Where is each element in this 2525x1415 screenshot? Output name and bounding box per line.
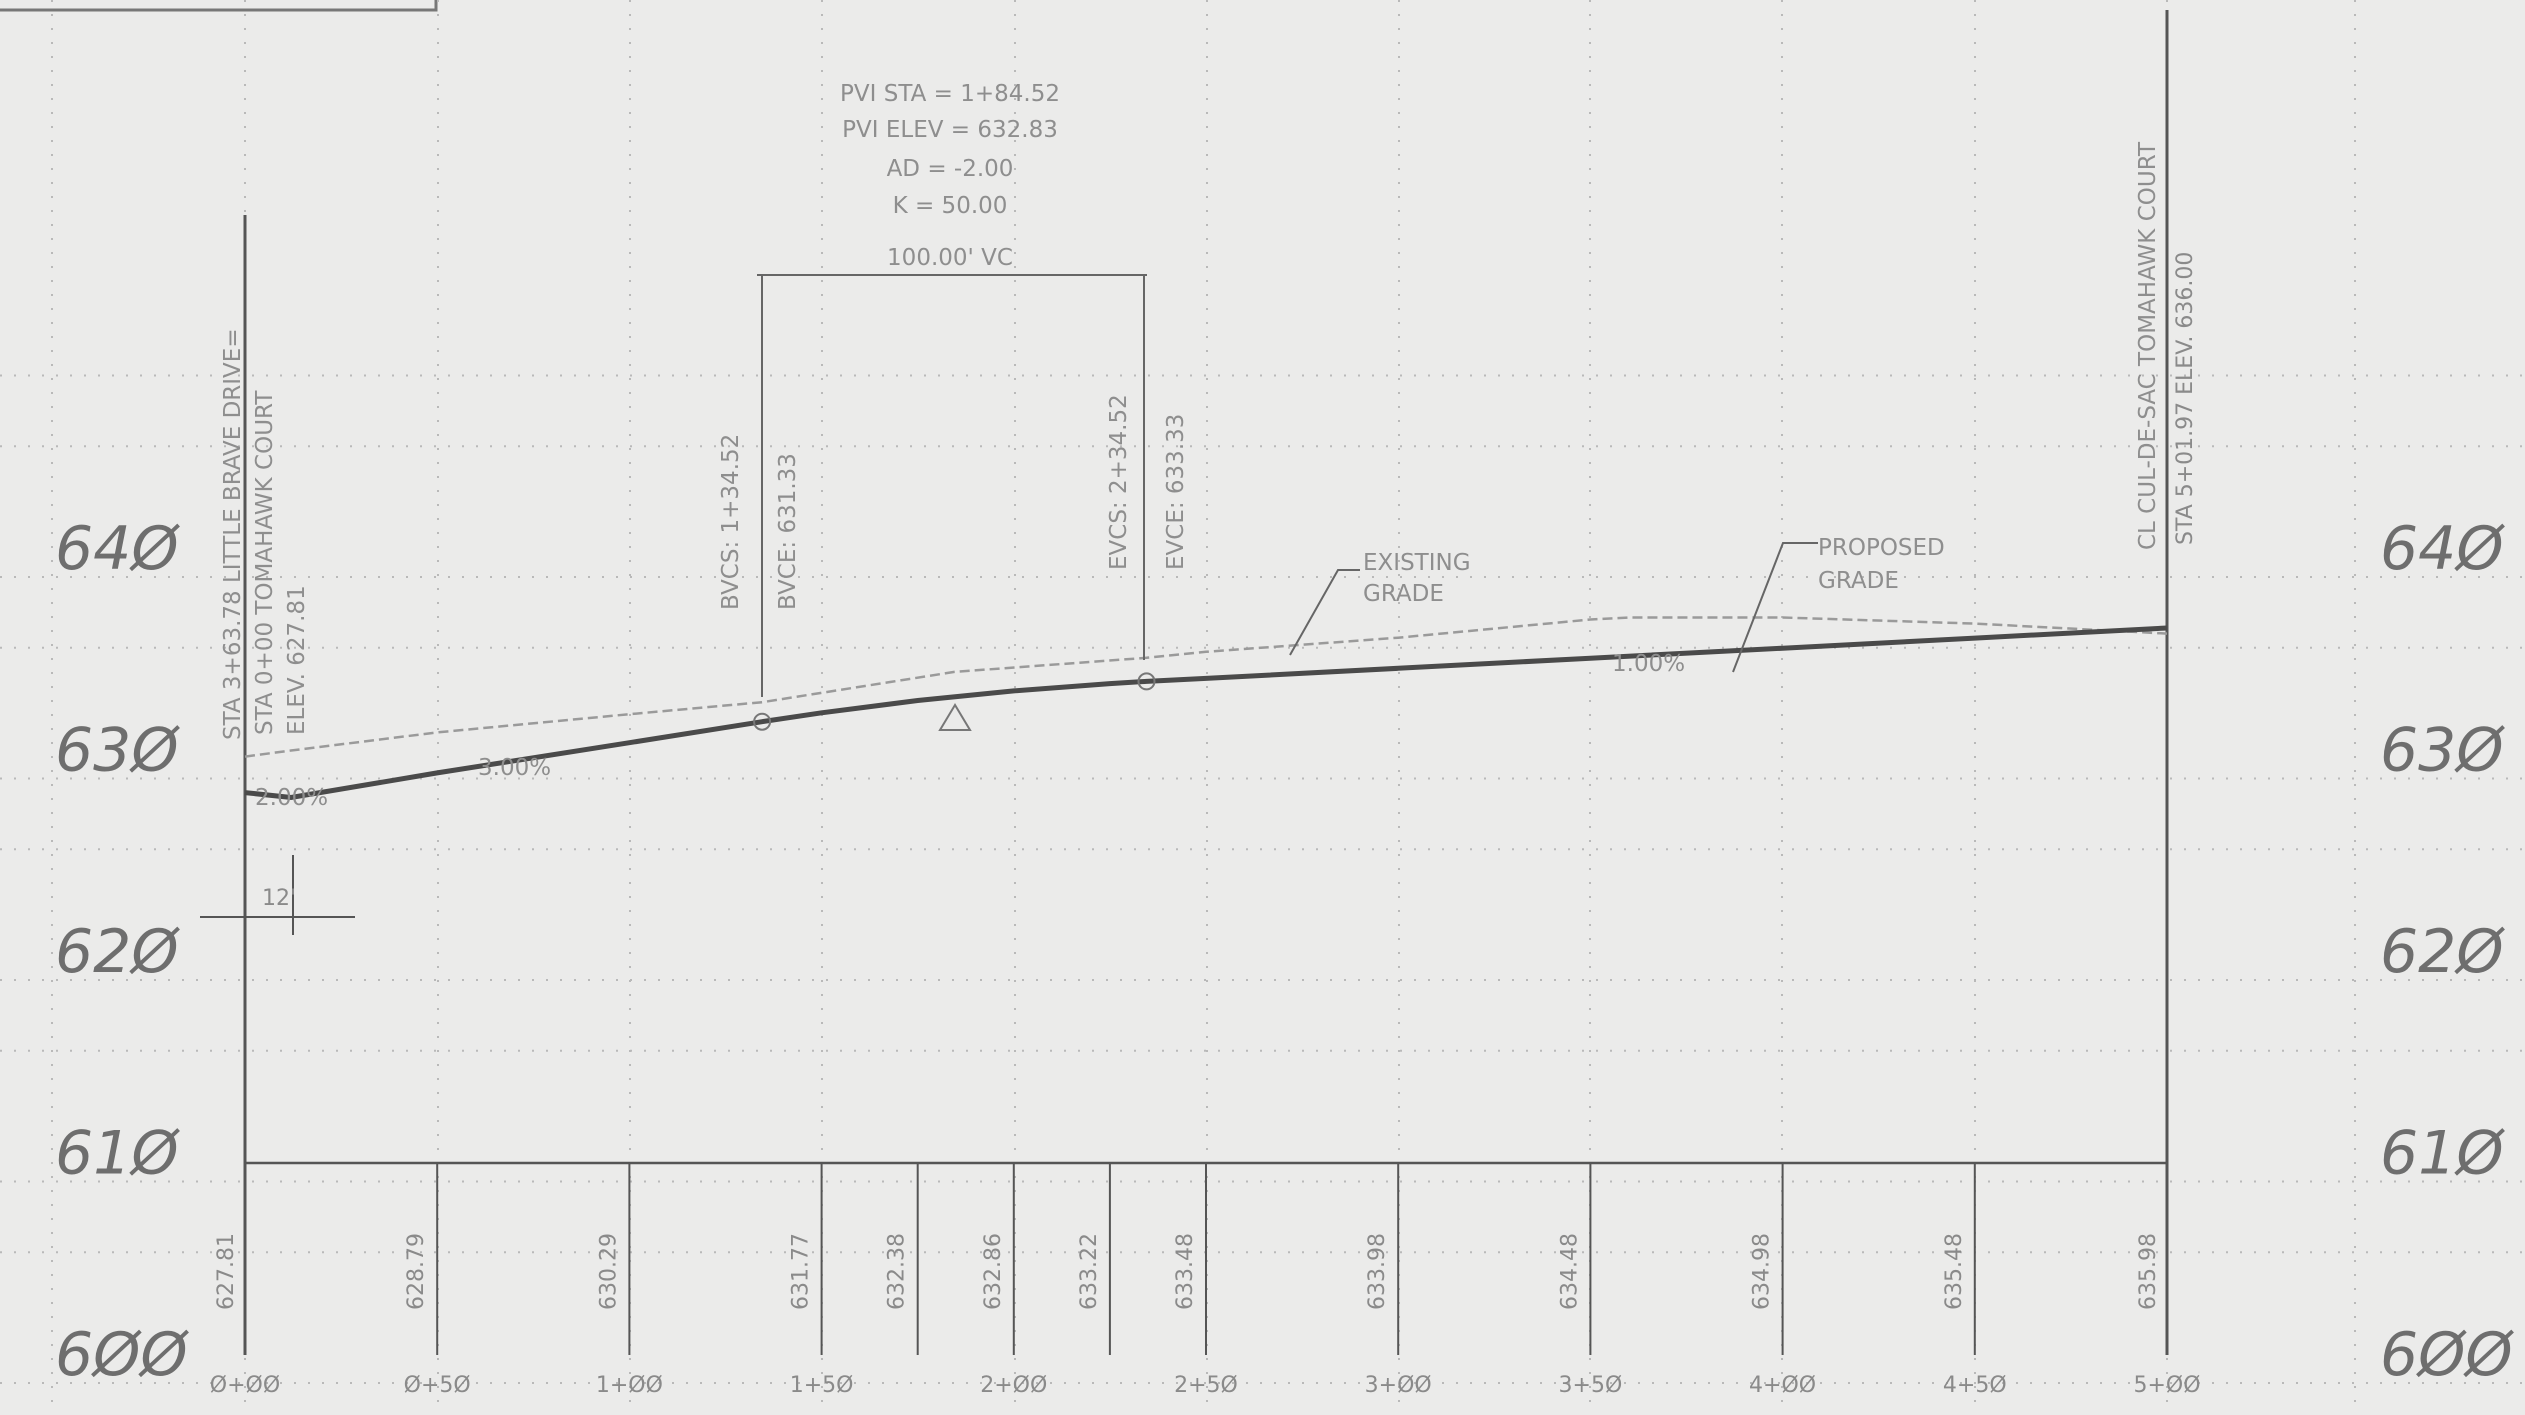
y-tick-label-left: 64Ø [55,514,180,584]
grade-200-label: 2.00% [255,785,328,811]
proposed-grade-line [244,625,2168,801]
evce-label: EVCE: 633.33 [1163,414,1189,570]
right-station-label-1: CL CUL-DE-SAC TOMAHAWK COURT [2135,141,2161,550]
evcs-label: EVCS: 2+34.52 [1106,394,1132,570]
x-tick-label: 1+5Ø [790,1373,854,1398]
bvcs-label: BVCS: 1+34.52 [718,434,744,610]
pvi-annotation: PVI STA = 1+84.52 PVI ELEV = 632.83 AD =… [718,81,1189,731]
left-station-label-1: STA 3+63.78 LITTLE BRAVE DRIVE= [220,328,246,740]
x-tick-label: 1+ØØ [596,1373,663,1398]
dim-12-label: 12' [262,886,296,911]
existing-grade-label-1: EXISTING [1363,550,1471,576]
table-elevation-value: 634.98 [1750,1233,1775,1310]
y-tick-label-left: 61Ø [55,1119,180,1189]
table-elevation-value: 633.48 [1173,1233,1198,1310]
table-elevation-value: 633.98 [1365,1233,1390,1310]
dimension-12ft: 12' [200,855,355,935]
table-elevation-value: 632.86 [981,1233,1006,1310]
title-block-edge [0,0,438,12]
proposed-grade-leader [1732,542,1818,673]
table-elevation-value: 631.77 [789,1233,814,1310]
y-tick-label-right: 6ØØ [2380,1320,2514,1390]
pvi-elev-label: PVI ELEV = 632.83 [842,117,1058,143]
proposed-grade-label-2: GRADE [1818,568,1899,594]
y-axis-right: 6ØØ 61Ø 62Ø 63Ø 64Ø [2380,514,2514,1390]
x-tick-label: 5+ØØ [2133,1373,2200,1398]
x-tick-label: 3+5Ø [1559,1373,1623,1398]
y-tick-label-right: 61Ø [2380,1119,2505,1189]
table-elevation-value: 635.48 [1942,1233,1967,1310]
left-elev-label: ELEV. 627.81 [284,585,310,735]
grade-300-label: 3.00% [478,755,551,781]
x-tick-label: 4+ØØ [1749,1373,1816,1398]
existing-grade-leader [1289,569,1360,656]
elevation-table: 627.81 628.79 630.29 631.77 632.38 632.86 633.… [214,1163,2161,1355]
x-tick-label: 4+5Ø [1943,1373,2007,1398]
table-elevation-value: 632.38 [885,1233,910,1310]
pvi-sta-label: PVI STA = 1+84.52 [840,81,1060,107]
existing-grade-label-2: GRADE [1363,581,1444,607]
grade-100-label: 1.00% [1612,651,1685,677]
table-elevation-value: 630.29 [596,1233,621,1310]
table-elevation-value: 635.98 [2136,1233,2161,1310]
vc-length-label: 100.00' VC [887,245,1013,271]
y-tick-label-left: 63Ø [55,716,180,786]
grade-labels: EXISTING GRADE PROPOSED GRADE 3.00% 1.00… [255,535,1945,811]
x-axis: Ø+ØØ Ø+5Ø 1+ØØ 1+5Ø 2+ØØ 2+5Ø 3+ØØ 3+5Ø 4+ØØ 4+5Ø… [210,1373,2201,1398]
curve-point-marker [1137,672,1156,691]
table-elevation-value: 634.48 [1557,1233,1582,1310]
y-tick-label-left: 6ØØ [55,1320,189,1390]
left-station-label-2: STA 0+00 TOMAHAWK COURT [252,390,278,735]
y-tick-label-right: 63Ø [2380,716,2505,786]
y-tick-label-right: 62Ø [2380,917,2505,987]
x-tick-label: 2+5Ø [1174,1373,1238,1398]
x-tick-label: Ø+ØØ [210,1373,280,1398]
y-tick-label-right: 64Ø [2380,514,2505,584]
profile-lines [244,616,2168,801]
curve-point-marker [753,712,772,731]
y-tick-label-left: 62Ø [55,917,180,987]
y-axis-left: 6ØØ 61Ø 62Ø 63Ø 64Ø [55,514,189,1390]
proposed-grade-label-1: PROPOSED [1818,535,1945,561]
bvce-label: BVCE: 631.33 [775,453,801,610]
table-elevation-value: 628.79 [404,1233,429,1310]
table-elevation-value: 627.81 [214,1233,239,1310]
x-tick-label: Ø+5Ø [404,1373,471,1398]
pvi-triangle-marker [938,703,972,731]
ad-label: AD = -2.00 [887,156,1014,182]
right-station-label-2: STA 5+01.97 ELEV. 636.00 [2173,252,2198,545]
x-tick-label: 3+ØØ [1365,1373,1432,1398]
x-tick-label: 2+ØØ [980,1373,1047,1398]
k-label: K = 50.00 [893,193,1008,219]
table-elevation-value: 633.22 [1077,1233,1102,1310]
existing-grade-line [244,616,2168,758]
